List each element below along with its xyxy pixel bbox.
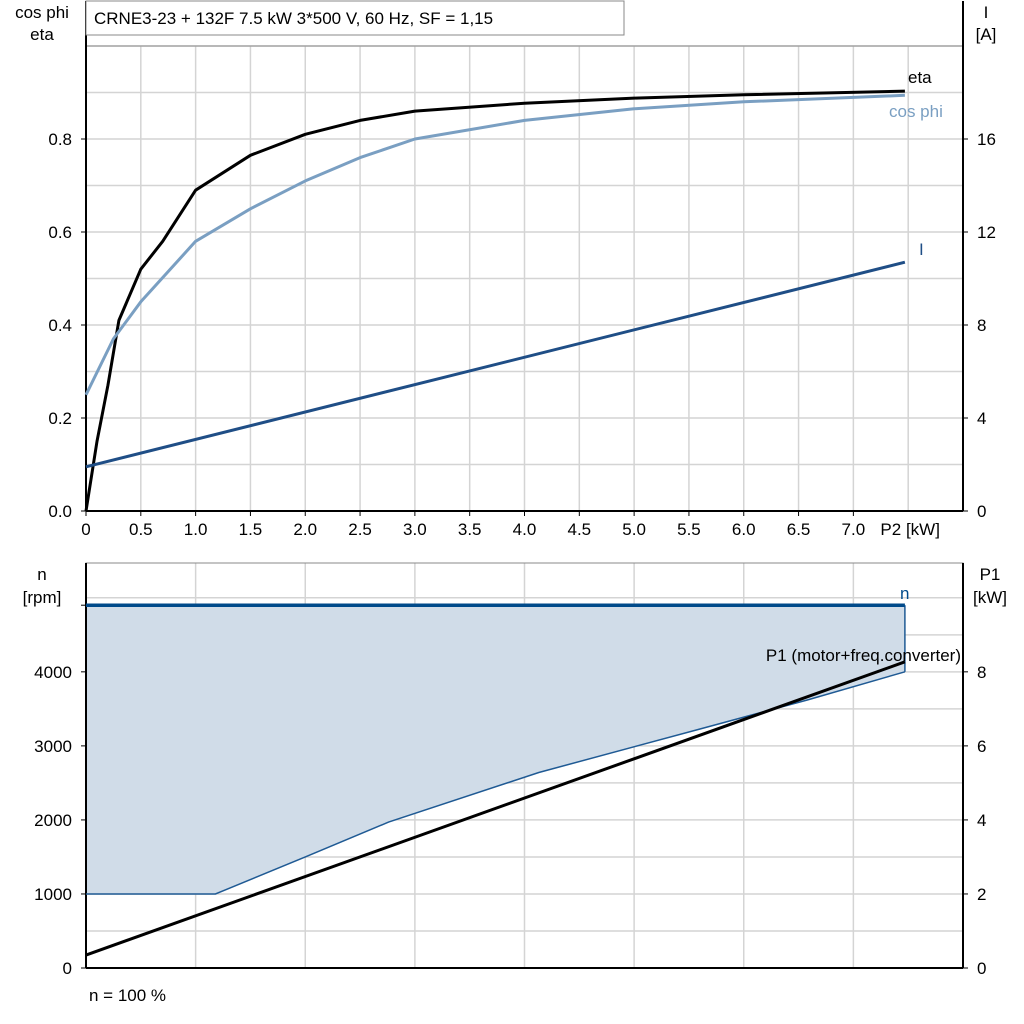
minimum-speed-boundary-line: [86, 671, 906, 895]
x-tick-label: 3.5: [458, 520, 482, 539]
title-box: [85, 0, 625, 36]
y-tick-label-left: 4000: [34, 663, 72, 682]
x-tick-label: 7.0: [842, 520, 866, 539]
series-label-cos-phi: cos phi: [889, 102, 943, 121]
series-label-n: n: [900, 584, 909, 603]
y-tick-label-right: 0: [977, 502, 986, 521]
x-tick-label: 1.5: [239, 520, 263, 539]
chart-title: CRNE3-23 + 132F 7.5 kW 3*500 V, 60 Hz, S…: [94, 9, 493, 28]
y-tick-label-left: 0: [63, 959, 72, 978]
y-tick-label-right: 8: [977, 316, 986, 335]
y-axis-label-left: [rpm]: [23, 588, 62, 607]
series-line-cos-phi: [84, 93, 905, 396]
y-tick-label-left: 2000: [34, 811, 72, 830]
y-axis-label-right: [A]: [976, 25, 997, 44]
x-axis-label: P2 [kW]: [880, 520, 940, 539]
operating-range-area: [86, 605, 905, 894]
x-tick-label: 4.5: [567, 520, 591, 539]
series-label-I: I: [919, 240, 924, 259]
y-tick-label-right: 2: [977, 885, 986, 904]
y-tick-label-right: 4: [977, 409, 986, 428]
x-tick-label: 6.0: [732, 520, 756, 539]
y-tick-label-right: 4: [977, 811, 986, 830]
y-tick-label-right: 6: [977, 737, 986, 756]
y-axis-label-right: [kW]: [973, 588, 1007, 607]
y-tick-label-left: 0.8: [48, 130, 72, 149]
series-label-P1: P1 (motor+freq.converter): [766, 646, 961, 665]
series-line-eta: [84, 89, 905, 512]
x-tick-label: 0: [81, 520, 90, 539]
y-tick-label-left: 0.0: [48, 502, 72, 521]
y-axis-label-left: cos phi: [15, 3, 69, 22]
y-axis-label-left: eta: [30, 25, 54, 44]
speed-note: n = 100 %: [89, 986, 166, 1005]
y-tick-label-right: 0: [977, 959, 986, 978]
y-tick-label-right: 12: [977, 223, 996, 242]
series-label-eta: eta: [908, 68, 932, 87]
y-tick-label-left: 0.2: [48, 409, 72, 428]
x-tick-label: 6.5: [787, 520, 811, 539]
y-tick-label-left: 1000: [34, 885, 72, 904]
y-axis-label-right: I: [984, 3, 989, 22]
x-tick-label: 5.0: [622, 520, 646, 539]
y-axis-label-right: P1: [980, 565, 1001, 584]
y-tick-label-right: 16: [977, 130, 996, 149]
x-tick-label: 4.0: [513, 520, 537, 539]
x-tick-label: 3.0: [403, 520, 427, 539]
x-tick-label: 5.5: [677, 520, 701, 539]
y-tick-label-left: 0.4: [48, 316, 72, 335]
x-tick-label: 2.5: [348, 520, 372, 539]
y-tick-label-right: 8: [977, 663, 986, 682]
x-tick-label: 1.0: [184, 520, 208, 539]
x-tick-label: 2.0: [293, 520, 317, 539]
y-tick-label-left: 0.6: [48, 223, 72, 242]
y-tick-label-left: 3000: [34, 737, 72, 756]
x-tick-label: 0.5: [129, 520, 153, 539]
y-axis-label-left: n: [37, 565, 46, 584]
series-line-I: [85, 260, 906, 469]
series-line-P1: [85, 660, 906, 957]
